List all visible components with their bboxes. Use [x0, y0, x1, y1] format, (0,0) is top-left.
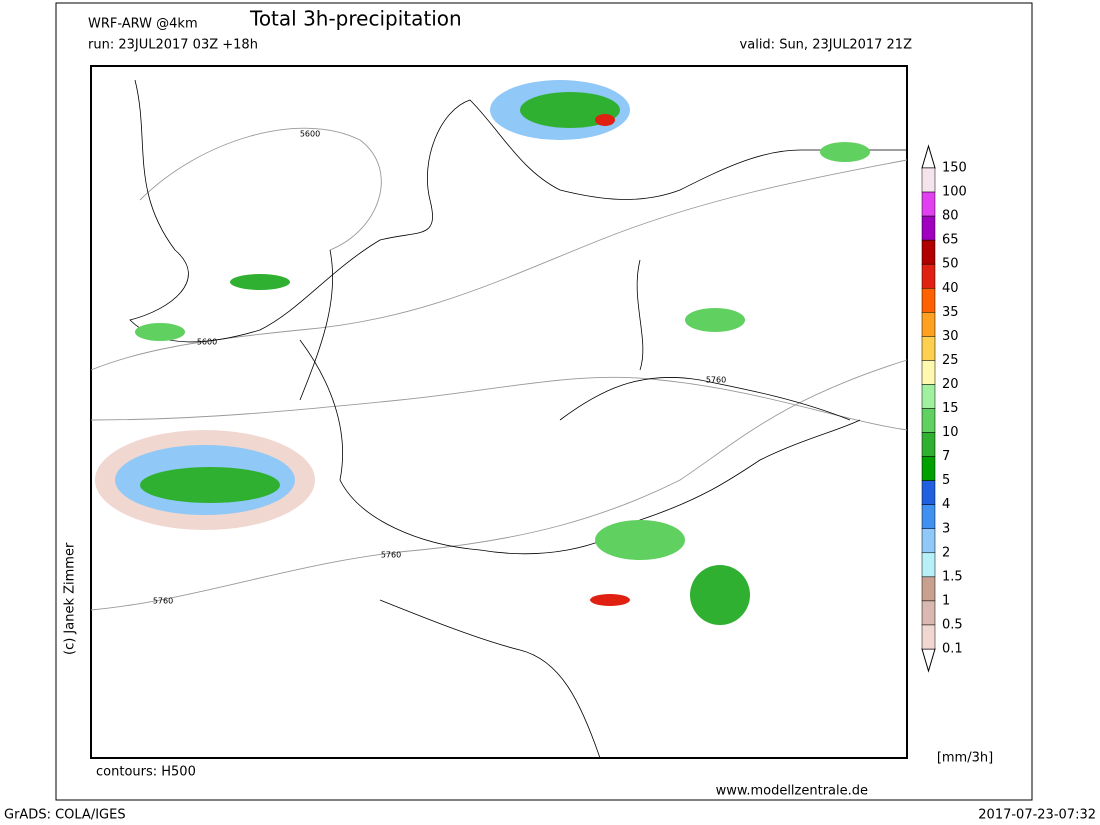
border — [299, 339, 861, 555]
colorbar-box — [921, 191, 936, 217]
unit-label: [mm/3h] — [937, 751, 993, 766]
border — [636, 259, 644, 371]
copyright: (c) Janek Zimmer — [63, 542, 78, 655]
contour-label: 5600 — [300, 130, 320, 139]
colorbar-box — [921, 408, 936, 433]
precip-area — [690, 565, 750, 625]
colorbar-label: 7 — [942, 449, 950, 464]
contour-line — [90, 159, 908, 371]
valid-label: valid: Sun, 23JUL2017 21Z — [740, 38, 913, 53]
precip-area — [595, 114, 615, 126]
colorbar-box — [921, 263, 936, 289]
colorbar-label: 15 — [942, 401, 959, 416]
colorbar-label: 1 — [942, 593, 950, 608]
colorbar-label: 50 — [942, 257, 959, 272]
colorbar-box — [921, 624, 936, 650]
colorbar-label: 40 — [942, 281, 959, 296]
colorbar-box — [921, 528, 936, 554]
colorbar-label: 35 — [942, 305, 959, 320]
colorbar-box — [921, 432, 936, 457]
colorbar-box — [921, 384, 936, 409]
contours-label: contours: H500 — [96, 765, 196, 780]
colorbar-box — [921, 288, 936, 313]
grads-label: GrADS: COLA/IGES — [4, 808, 126, 823]
colorbar-label: 100 — [942, 185, 967, 200]
colorbar-box — [921, 360, 936, 385]
colorbar: 150 100 80 65 50 40 35 30 25 20 15 10 7 5 4 3 2 1.5 1 0.5 0.… — [921, 144, 967, 673]
colorbar-box — [921, 504, 936, 530]
colorbar-label: 2 — [942, 545, 950, 560]
contour-line — [90, 359, 908, 611]
website: www.modellzentrale.de — [716, 784, 868, 799]
colorbar-label: 5 — [942, 473, 950, 488]
colorbar-label: 65 — [942, 233, 959, 248]
precip-area — [820, 142, 870, 162]
colorbar-box — [921, 600, 936, 626]
colorbar-label: 25 — [942, 353, 959, 368]
colorbar-label: 3 — [942, 521, 950, 536]
coastline — [129, 79, 907, 343]
colorbar-box — [921, 456, 936, 481]
map: 5600 5600 5760 5760 5760 — [90, 65, 908, 759]
precip-area — [135, 323, 185, 341]
precip-area — [230, 274, 290, 290]
colorbar-box — [921, 167, 936, 193]
precip-area — [590, 594, 630, 606]
contour-line — [90, 376, 908, 431]
border — [379, 599, 601, 759]
model-label: WRF-ARW @4km — [88, 17, 198, 32]
colorbar-box — [921, 576, 936, 602]
timestamp: 2017-07-23-07:32 — [978, 808, 1096, 823]
colorbar-label: 0.1 — [942, 642, 963, 657]
precip-area — [595, 520, 685, 560]
contour-label: 5760 — [153, 597, 173, 606]
precip-area — [140, 467, 280, 503]
colorbar-label: 20 — [942, 377, 959, 392]
run-label: run: 23JUL2017 03Z +18h — [88, 38, 258, 53]
border — [299, 249, 333, 401]
colorbar-box — [921, 336, 936, 361]
contour-label: 5600 — [197, 338, 217, 347]
precip-area — [520, 92, 620, 128]
colorbar-label: 1.5 — [942, 569, 963, 584]
contour-line — [139, 127, 382, 251]
colorbar-label: 30 — [942, 329, 959, 344]
colorbar-label: 0.5 — [942, 617, 963, 632]
colorbar-box — [921, 215, 936, 241]
colorbar-box — [921, 480, 936, 505]
colorbar-box — [921, 239, 936, 265]
title: Total 3h-precipitation — [249, 7, 462, 31]
colorbar-box — [921, 552, 936, 578]
precip-area — [685, 308, 745, 332]
colorbar-label: 10 — [942, 425, 959, 440]
colorbar-label: 80 — [942, 209, 959, 224]
colorbar-label: 4 — [942, 497, 950, 512]
colorbar-box — [921, 312, 936, 337]
contour-label: 5760 — [381, 551, 401, 560]
contour-label: 5760 — [706, 376, 726, 385]
map-frame — [90, 65, 908, 759]
border — [559, 377, 851, 421]
colorbar-label: 150 — [942, 161, 967, 176]
